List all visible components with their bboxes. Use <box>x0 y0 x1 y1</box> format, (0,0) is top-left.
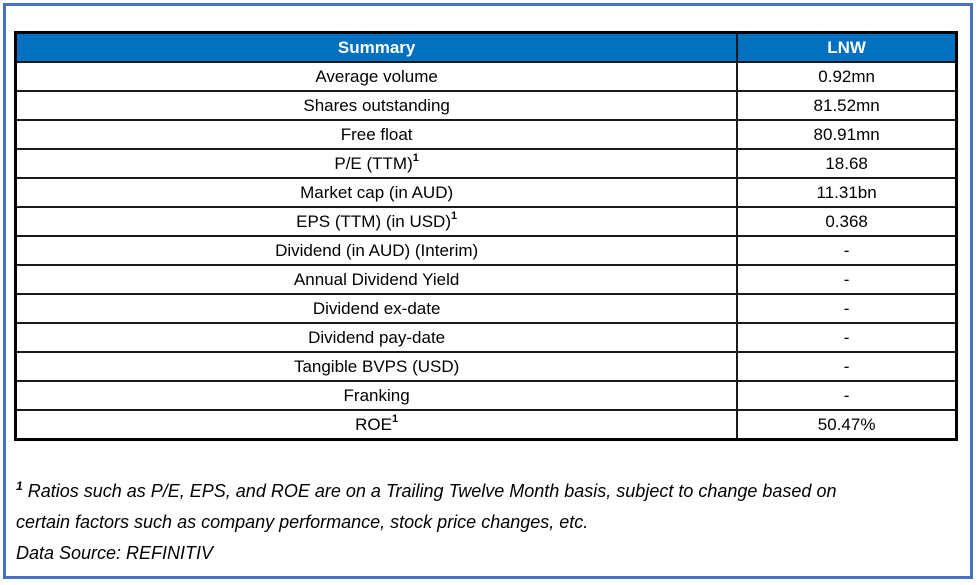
footnote-line-1: Ratios such as P/E, EPS, and ROE are on … <box>27 481 837 501</box>
metric-label-cell: EPS (TTM) (in USD)1 <box>14 206 739 237</box>
metric-value-cell: 81.52mn <box>736 90 958 121</box>
table-row: Market cap (in AUD) 11.31bn <box>14 177 958 208</box>
header-cell-ticker: LNW <box>736 31 958 63</box>
table-header-row: Summary LNW <box>14 31 958 63</box>
table-row: Dividend ex-date - <box>14 293 958 324</box>
header-cell-summary: Summary <box>14 31 739 63</box>
footnote-marker-sup: 1 <box>451 209 458 222</box>
footnote-marker-sup: 1 <box>391 412 399 425</box>
metric-value-cell: - <box>736 293 958 324</box>
metric-label-cell: Dividend pay-date <box>14 322 739 353</box>
metric-value-cell: 80.91mn <box>736 119 958 150</box>
footnote: 1 Ratios such as P/E, EPS, and ROE are o… <box>16 476 956 569</box>
metric-value-cell: - <box>736 380 958 411</box>
metric-label-cell: Tangible BVPS (USD) <box>14 351 739 382</box>
table-row: Tangible BVPS (USD) - <box>14 351 958 382</box>
table-row: Dividend pay-date - <box>14 322 958 353</box>
table-row: Annual Dividend Yield - <box>14 264 958 295</box>
metric-value-cell: - <box>736 351 958 382</box>
metric-value-cell: - <box>736 322 958 353</box>
table-row: P/E (TTM)1 18.68 <box>14 148 958 179</box>
table-row: Franking - <box>14 380 958 411</box>
footnote-text: 1 Ratios such as P/E, EPS, and ROE are o… <box>16 476 956 538</box>
metric-label-cell: Free float <box>14 119 739 150</box>
table-row: Average volume 0.92mn <box>14 61 958 92</box>
metric-value-cell: - <box>736 235 958 266</box>
footnote-marker: 1 <box>16 479 23 493</box>
table-row: Shares outstanding 81.52mn <box>14 90 958 121</box>
metric-value-cell: 18.68 <box>736 148 958 179</box>
outer-frame-border <box>3 3 973 579</box>
table-body: Average volume 0.92mn Shares outstanding… <box>14 61 958 441</box>
metric-value-cell: 0.92mn <box>736 61 958 92</box>
footnote-marker-sup: 1 <box>412 151 419 164</box>
summary-table: Summary LNW Average volume 0.92mn Shares… <box>14 31 958 441</box>
table-row: EPS (TTM) (in USD)1 0.368 <box>14 206 958 237</box>
summary-table-container: Summary LNW Average volume 0.92mn Shares… <box>14 31 958 441</box>
metric-value-cell: 50.47% <box>736 409 958 441</box>
table-row: ROE1 50.47% <box>14 409 958 441</box>
data-source-text: Data Source: REFINITIV <box>16 543 214 563</box>
footnote-line-2: certain factors such as company performa… <box>16 512 589 532</box>
metric-label-cell: Dividend (in AUD) (Interim) <box>14 235 739 266</box>
table-row: Dividend (in AUD) (Interim) - <box>14 235 958 266</box>
metric-label-cell: ROE1 <box>14 409 739 441</box>
metric-label-cell: Average volume <box>14 61 739 92</box>
metric-value-cell: 0.368 <box>736 206 958 237</box>
metric-label-cell: Annual Dividend Yield <box>14 264 739 295</box>
metric-value-cell: - <box>736 264 958 295</box>
metric-label-cell: Market cap (in AUD) <box>14 177 739 208</box>
metric-label-cell: Shares outstanding <box>14 90 739 121</box>
metric-label-cell: Franking <box>14 380 739 411</box>
metric-label-cell: Dividend ex-date <box>14 293 739 324</box>
metric-label-cell: P/E (TTM)1 <box>14 148 739 179</box>
metric-value-cell: 11.31bn <box>736 177 958 208</box>
table-row: Free float 80.91mn <box>14 119 958 150</box>
